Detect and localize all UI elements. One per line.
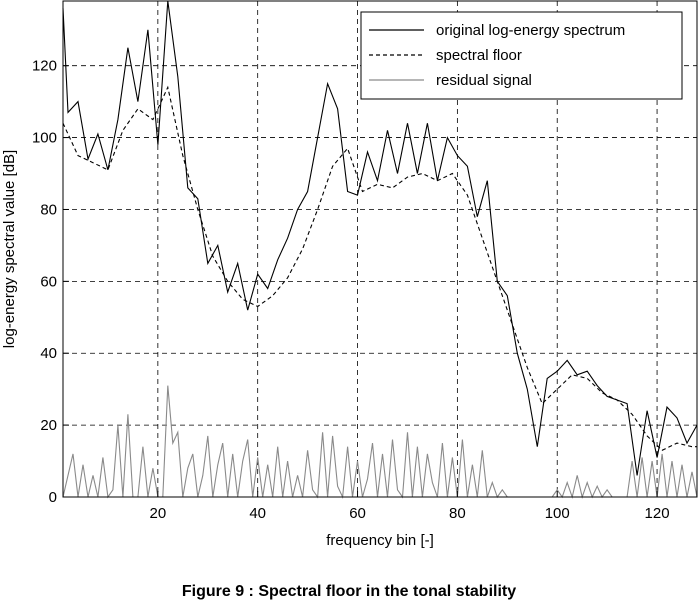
legend: original log-energy spectrum spectral flo… [360,11,683,100]
series-original-spectrum [62,0,698,476]
y-tick-label: 80 [40,201,57,218]
legend-label: original log-energy spectrum [436,22,625,39]
legend-label: residual signal [436,72,532,89]
y-axis-label: log-energy spectral value [dB] [1,150,18,348]
series-residual-signal [62,385,698,500]
x-tick-label: 20 [150,505,167,522]
x-tick-label: 120 [645,505,670,522]
figure-caption: Figure 9 : Spectral floor in the tonal s… [181,583,517,600]
legend-label: spectral floor [436,47,522,64]
x-tick-label: 60 [349,505,366,522]
y-tick-label: 20 [40,417,57,434]
x-tick-label: 100 [545,505,570,522]
y-tick-label: 60 [40,273,57,290]
x-tick-label: 40 [249,505,266,522]
series-spectral-floor [62,85,697,451]
plot-frame [62,0,698,498]
y-tick-label: 120 [32,58,57,75]
y-tick-label: 0 [49,489,57,506]
y-tick-label: 100 [32,130,57,147]
x-tick-label: 80 [449,505,466,522]
y-tick-label: 40 [40,345,57,362]
x-axis-label: frequency bin [-] [326,532,434,549]
